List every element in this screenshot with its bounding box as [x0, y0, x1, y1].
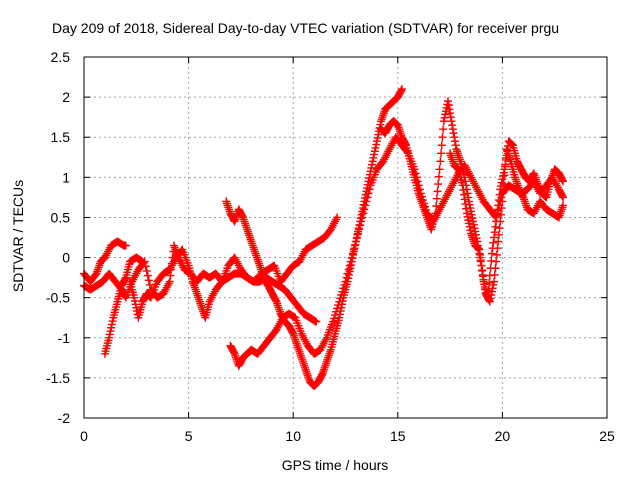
data-point: [438, 133, 447, 142]
y-tick-label: 1.5: [51, 129, 71, 145]
data-point: [217, 278, 226, 287]
data-series: [222, 85, 406, 390]
data-point: [342, 273, 351, 282]
data-point: [360, 205, 369, 214]
data-point: [361, 201, 370, 210]
data-point: [346, 257, 355, 266]
y-tick-label: -1.5: [46, 370, 70, 386]
data-point: [559, 193, 568, 202]
data-point: [363, 193, 372, 202]
x-tick-label: 15: [390, 428, 406, 444]
data-point: [348, 249, 357, 258]
axis-ticks: 0 5 10 15 20 25 -2 -1.5 -1 -0.5 0 0.5 1 1.5 2 2.5: [46, 49, 615, 444]
y-tick-label: 2.5: [51, 49, 71, 65]
data-point: [359, 209, 368, 218]
y-tick-label: -2: [58, 410, 71, 426]
data-point: [354, 229, 363, 238]
data-point: [350, 241, 359, 250]
y-tick-label: 0: [62, 250, 70, 266]
data-point: [362, 197, 371, 206]
data-point: [344, 265, 353, 274]
data-point: [341, 277, 350, 286]
data-point: [355, 225, 364, 234]
data-point: [434, 172, 443, 181]
y-tick-label: -0.5: [46, 290, 70, 306]
data-point: [312, 317, 321, 326]
y-tick-label: 2: [62, 89, 70, 105]
data-point: [343, 269, 352, 278]
data-point: [143, 271, 152, 280]
data-series: [446, 137, 568, 302]
data-point: [347, 253, 356, 262]
data-point: [498, 197, 507, 206]
data-point: [364, 189, 373, 198]
data-point: [433, 187, 442, 196]
data-point: [431, 209, 440, 218]
data-point: [432, 202, 441, 211]
y-tick-label: -1: [58, 330, 71, 346]
chart-title: Day 209 of 2018, Sidereal Day-to-day VTE…: [52, 20, 560, 36]
data-point: [434, 180, 443, 189]
y-axis-label: SDTVAR / TECUs: [10, 179, 26, 293]
data-point: [437, 141, 446, 150]
data-point: [353, 233, 362, 242]
data-point: [435, 165, 444, 174]
x-tick-label: 20: [495, 428, 511, 444]
data-point: [141, 262, 150, 271]
data-point: [487, 256, 496, 265]
data-point: [494, 237, 503, 246]
data-point: [439, 125, 448, 134]
data-point: [397, 85, 406, 94]
x-tick-label: 0: [80, 428, 88, 444]
y-tick-label: 0.5: [51, 209, 71, 225]
data-point: [349, 245, 358, 254]
data-point: [437, 149, 446, 158]
data-point: [494, 230, 503, 239]
x-tick-label: 5: [185, 428, 193, 444]
data-point: [142, 266, 151, 275]
data-series: [126, 213, 342, 322]
data-point: [485, 278, 494, 287]
data-point: [490, 277, 499, 286]
data-point: [559, 201, 568, 210]
data-point: [492, 250, 501, 259]
plot-border: [83, 56, 608, 419]
x-axis-label: GPS time / hours: [281, 457, 389, 473]
data-point: [497, 210, 506, 219]
data-point: [483, 293, 492, 302]
data-point: [138, 257, 147, 266]
data-point: [495, 224, 504, 233]
data-series: [100, 253, 147, 358]
data-point: [485, 271, 494, 280]
data-point: [144, 276, 153, 285]
data-point: [358, 213, 367, 222]
data-series: [377, 97, 568, 306]
data-point: [351, 237, 360, 246]
grid: [84, 57, 607, 418]
data-point: [356, 221, 365, 230]
data-point: [486, 264, 495, 273]
y-tick-label: 1: [62, 169, 70, 185]
data-point: [333, 213, 342, 222]
data-point: [345, 261, 354, 270]
data-point: [559, 177, 568, 186]
data-point: [365, 185, 374, 194]
data-point: [484, 286, 493, 295]
data-point: [357, 217, 366, 226]
data-point: [432, 194, 441, 203]
x-tick-label: 10: [285, 428, 301, 444]
data-point: [121, 241, 130, 250]
data-point: [436, 157, 445, 166]
data-points: [80, 85, 568, 390]
x-tick-label: 25: [599, 428, 615, 444]
